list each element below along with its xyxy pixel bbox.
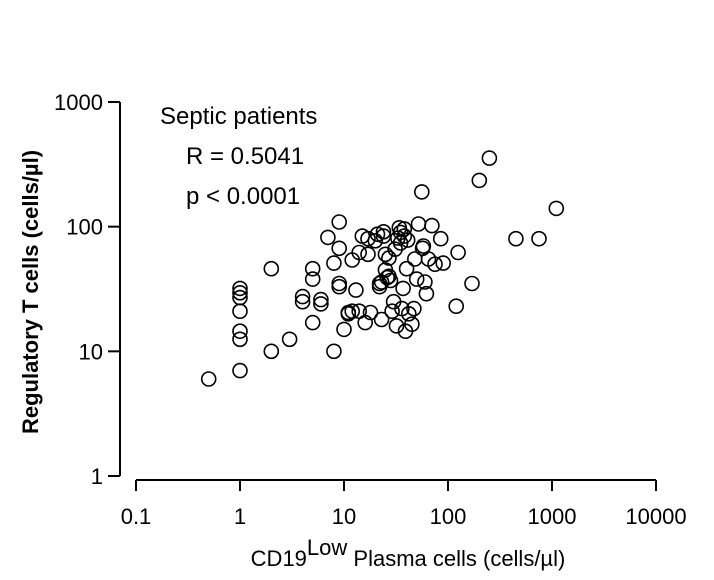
- x-tick-label-5: 10000: [625, 504, 686, 529]
- data-points: [200, 150, 565, 387]
- data-point-82: [435, 255, 452, 271]
- data-point-89: [531, 230, 547, 247]
- data-point-45: [375, 224, 392, 240]
- data-point-8: [263, 343, 280, 360]
- data-point-63: [396, 221, 413, 237]
- data-point-51: [382, 272, 399, 289]
- data-point-67: [400, 305, 417, 322]
- x-tick-label-1: 1: [234, 504, 246, 529]
- data-point-75: [415, 238, 432, 254]
- data-point-85: [464, 275, 480, 292]
- data-point-12: [294, 288, 311, 305]
- data-point-2: [232, 331, 248, 348]
- data-point-7: [232, 280, 248, 297]
- data-point-68: [404, 316, 420, 333]
- x-tick-label-0: 0.1: [121, 504, 152, 529]
- data-point-71: [408, 271, 425, 287]
- data-point-80: [427, 256, 443, 273]
- data-point-22: [331, 275, 348, 292]
- data-point-52: [384, 303, 400, 320]
- x-tick-label-4: 1000: [528, 504, 577, 529]
- data-point-34: [357, 314, 374, 331]
- data-point-4: [232, 303, 248, 320]
- data-point-15: [304, 260, 321, 277]
- data-point-79: [424, 217, 440, 234]
- data-point-32: [351, 244, 368, 261]
- data-point-21: [331, 278, 348, 295]
- data-point-37: [362, 304, 379, 321]
- data-point-90: [548, 200, 565, 217]
- data-point-48: [379, 269, 396, 286]
- data-point-42: [373, 311, 390, 328]
- data-point-16: [313, 296, 329, 312]
- y-axis-title: Regulatory T cells (cells/µl): [18, 150, 43, 434]
- data-point-35: [360, 246, 376, 263]
- data-point-14: [304, 271, 321, 287]
- data-point-10: [281, 331, 298, 348]
- data-point-13: [304, 314, 321, 331]
- data-point-18: [320, 229, 336, 246]
- data-point-65: [398, 260, 415, 277]
- data-point-0: [200, 371, 217, 387]
- data-point-3: [232, 323, 248, 340]
- data-point-66: [399, 232, 416, 248]
- data-point-88: [508, 230, 524, 247]
- data-point-77: [418, 285, 435, 302]
- data-point-17: [313, 291, 329, 308]
- data-point-20: [326, 255, 342, 271]
- data-point-86: [471, 172, 488, 189]
- x-tick-label-2: 10: [332, 504, 356, 529]
- data-point-87: [481, 150, 498, 166]
- data-point-19: [326, 343, 342, 360]
- data-point-69: [406, 300, 422, 317]
- data-point-84: [450, 244, 466, 261]
- y-tick-label-1: 10: [79, 339, 103, 364]
- data-point-28: [344, 303, 361, 320]
- data-point-9: [263, 260, 280, 277]
- y-tick-label-0: 1: [91, 464, 103, 489]
- data-point-61: [395, 280, 411, 297]
- x-axis-title-prefix: CD19: [251, 546, 307, 571]
- x-axis-title: CD19Low Plasma cells (cells/µl): [251, 535, 566, 571]
- x-axis-title-suffix: Plasma cells (cells/µl): [347, 546, 565, 571]
- annotation-p-value: p < 0.0001: [186, 183, 300, 210]
- data-point-38: [367, 233, 384, 249]
- data-point-11: [294, 293, 311, 310]
- annotation-r-value: R = 0.5041: [186, 143, 304, 170]
- data-point-25: [336, 321, 352, 338]
- data-point-72: [410, 216, 427, 232]
- ticks: 0.1 1 10 100 1000 10000 1 10 100 1000: [54, 90, 687, 529]
- data-point-83: [448, 298, 465, 315]
- axes: [119, 102, 656, 481]
- data-point-62: [396, 228, 413, 244]
- data-point-47: [377, 246, 394, 263]
- data-point-30: [348, 282, 364, 298]
- data-point-55: [388, 318, 405, 334]
- x-tick-label-3: 100: [430, 504, 467, 529]
- data-point-5: [232, 289, 248, 306]
- y-tick-label-2: 100: [66, 215, 103, 240]
- data-point-76: [417, 274, 433, 290]
- data-point-1: [232, 362, 248, 379]
- data-point-36: [360, 230, 376, 247]
- data-point-81: [432, 230, 449, 247]
- y-tick-label-3: 1000: [54, 90, 103, 115]
- data-point-73: [413, 184, 430, 200]
- data-point-24: [331, 214, 348, 230]
- data-point-6: [232, 284, 248, 301]
- annotation-group-label: Septic patients: [160, 103, 317, 130]
- x-axis-title-superscript: Low: [307, 535, 347, 560]
- data-point-23: [331, 240, 348, 257]
